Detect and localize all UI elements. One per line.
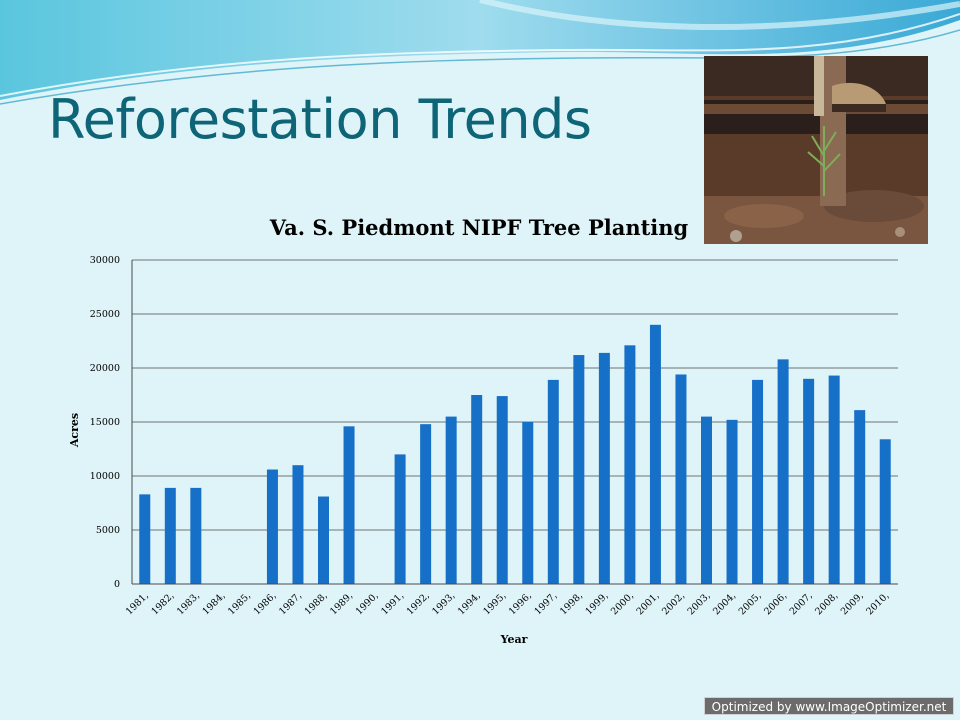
watermark-badge: Optimized by www.ImageOptimizer.net [704,697,954,715]
bars [139,324,891,584]
x-tick-label: 1984, [200,590,227,617]
y-tick-label: 15000 [90,417,120,428]
bar-1988 [318,496,329,584]
bar-1991 [394,454,406,584]
x-tick-label: 2007, [788,590,815,617]
x-tick-label: 2010, [864,590,891,617]
x-tick-label: 2003, [686,590,713,617]
x-tick-label: 1993, [430,590,457,617]
tree-planting-photo [704,56,928,244]
x-tick-label: 1982, [149,590,176,617]
bar-1999 [598,352,610,584]
bar-2010 [879,439,891,584]
bar-2009 [854,410,866,584]
bar-1989 [343,426,355,584]
x-tick-label: 1981, [124,590,151,617]
x-tick-label: 1999, [583,590,610,617]
x-tick-label: 1988, [303,590,330,617]
y-tick-label: 20000 [90,363,120,374]
x-tick-label: 1983, [175,590,202,617]
x-tick-label: 1991, [379,590,406,617]
bar-2004 [726,419,738,584]
bar-1992 [420,424,432,584]
x-tick-label: 1992, [405,590,432,617]
bar-1982 [164,487,176,584]
bar-2008 [828,375,840,584]
bar-1996 [522,422,534,584]
x-tick-label: 2001, [635,590,662,617]
x-tick-label: 2004, [711,590,738,617]
y-tick-label: 30000 [90,255,120,266]
bar-1983 [190,487,202,584]
axes [131,260,898,585]
x-tick-label: 1987, [277,590,304,617]
chart-title: Va. S. Piedmont NIPF Tree Planting [269,215,689,240]
bar-1987 [292,465,304,584]
bar-1986 [266,469,278,584]
slide-title: Reforestation Trends [48,88,592,151]
bar-2000 [624,345,636,584]
x-tick-label: 1985, [226,590,253,617]
bar-2001 [649,324,661,584]
x-tick-label: 2000, [609,590,636,617]
bar-2005 [752,379,764,584]
bar-1997 [547,379,559,584]
header-wave [0,0,960,105]
bar-2003 [701,416,712,584]
x-tick-label: 2008, [813,590,840,617]
y-axis-title: Acres [68,413,81,448]
y-tick-label: 0 [114,579,120,590]
bar-1994 [471,395,483,584]
y-tick-label: 5000 [96,525,120,536]
y-tick-label: 25000 [90,309,120,320]
x-axis-title: Year [500,633,528,646]
x-tick-label: 1990, [354,590,381,617]
y-tick-labels: 0 5000 10000 15000 20000 25000 30000 [90,255,120,590]
x-tick-label: 1995, [481,590,508,617]
y-tick-label: 10000 [90,471,120,482]
bar-1981 [139,494,151,584]
bar-1995 [496,396,508,584]
x-tick-label: 2002, [660,590,687,617]
x-tick-label: 2005, [737,590,764,617]
x-tick-label: 1998, [558,590,585,617]
x-tick-label: 1989, [328,590,355,617]
bar-2006 [777,359,789,584]
x-tick-label: 1996, [507,590,534,617]
bar-2007 [803,378,815,584]
x-tick-label: 2009, [839,590,866,617]
bar-2002 [675,374,687,584]
x-tick-label: 1986, [252,590,279,617]
bar-1998 [573,355,585,584]
x-tick-label: 1997, [532,590,559,617]
x-tick-label: 1994, [456,590,483,617]
x-tick-labels: 1981,1982,1983,1984,1985,1986,1987,1988,… [124,590,891,617]
x-tick-label: 2006, [762,590,789,617]
bar-1993 [445,416,457,584]
